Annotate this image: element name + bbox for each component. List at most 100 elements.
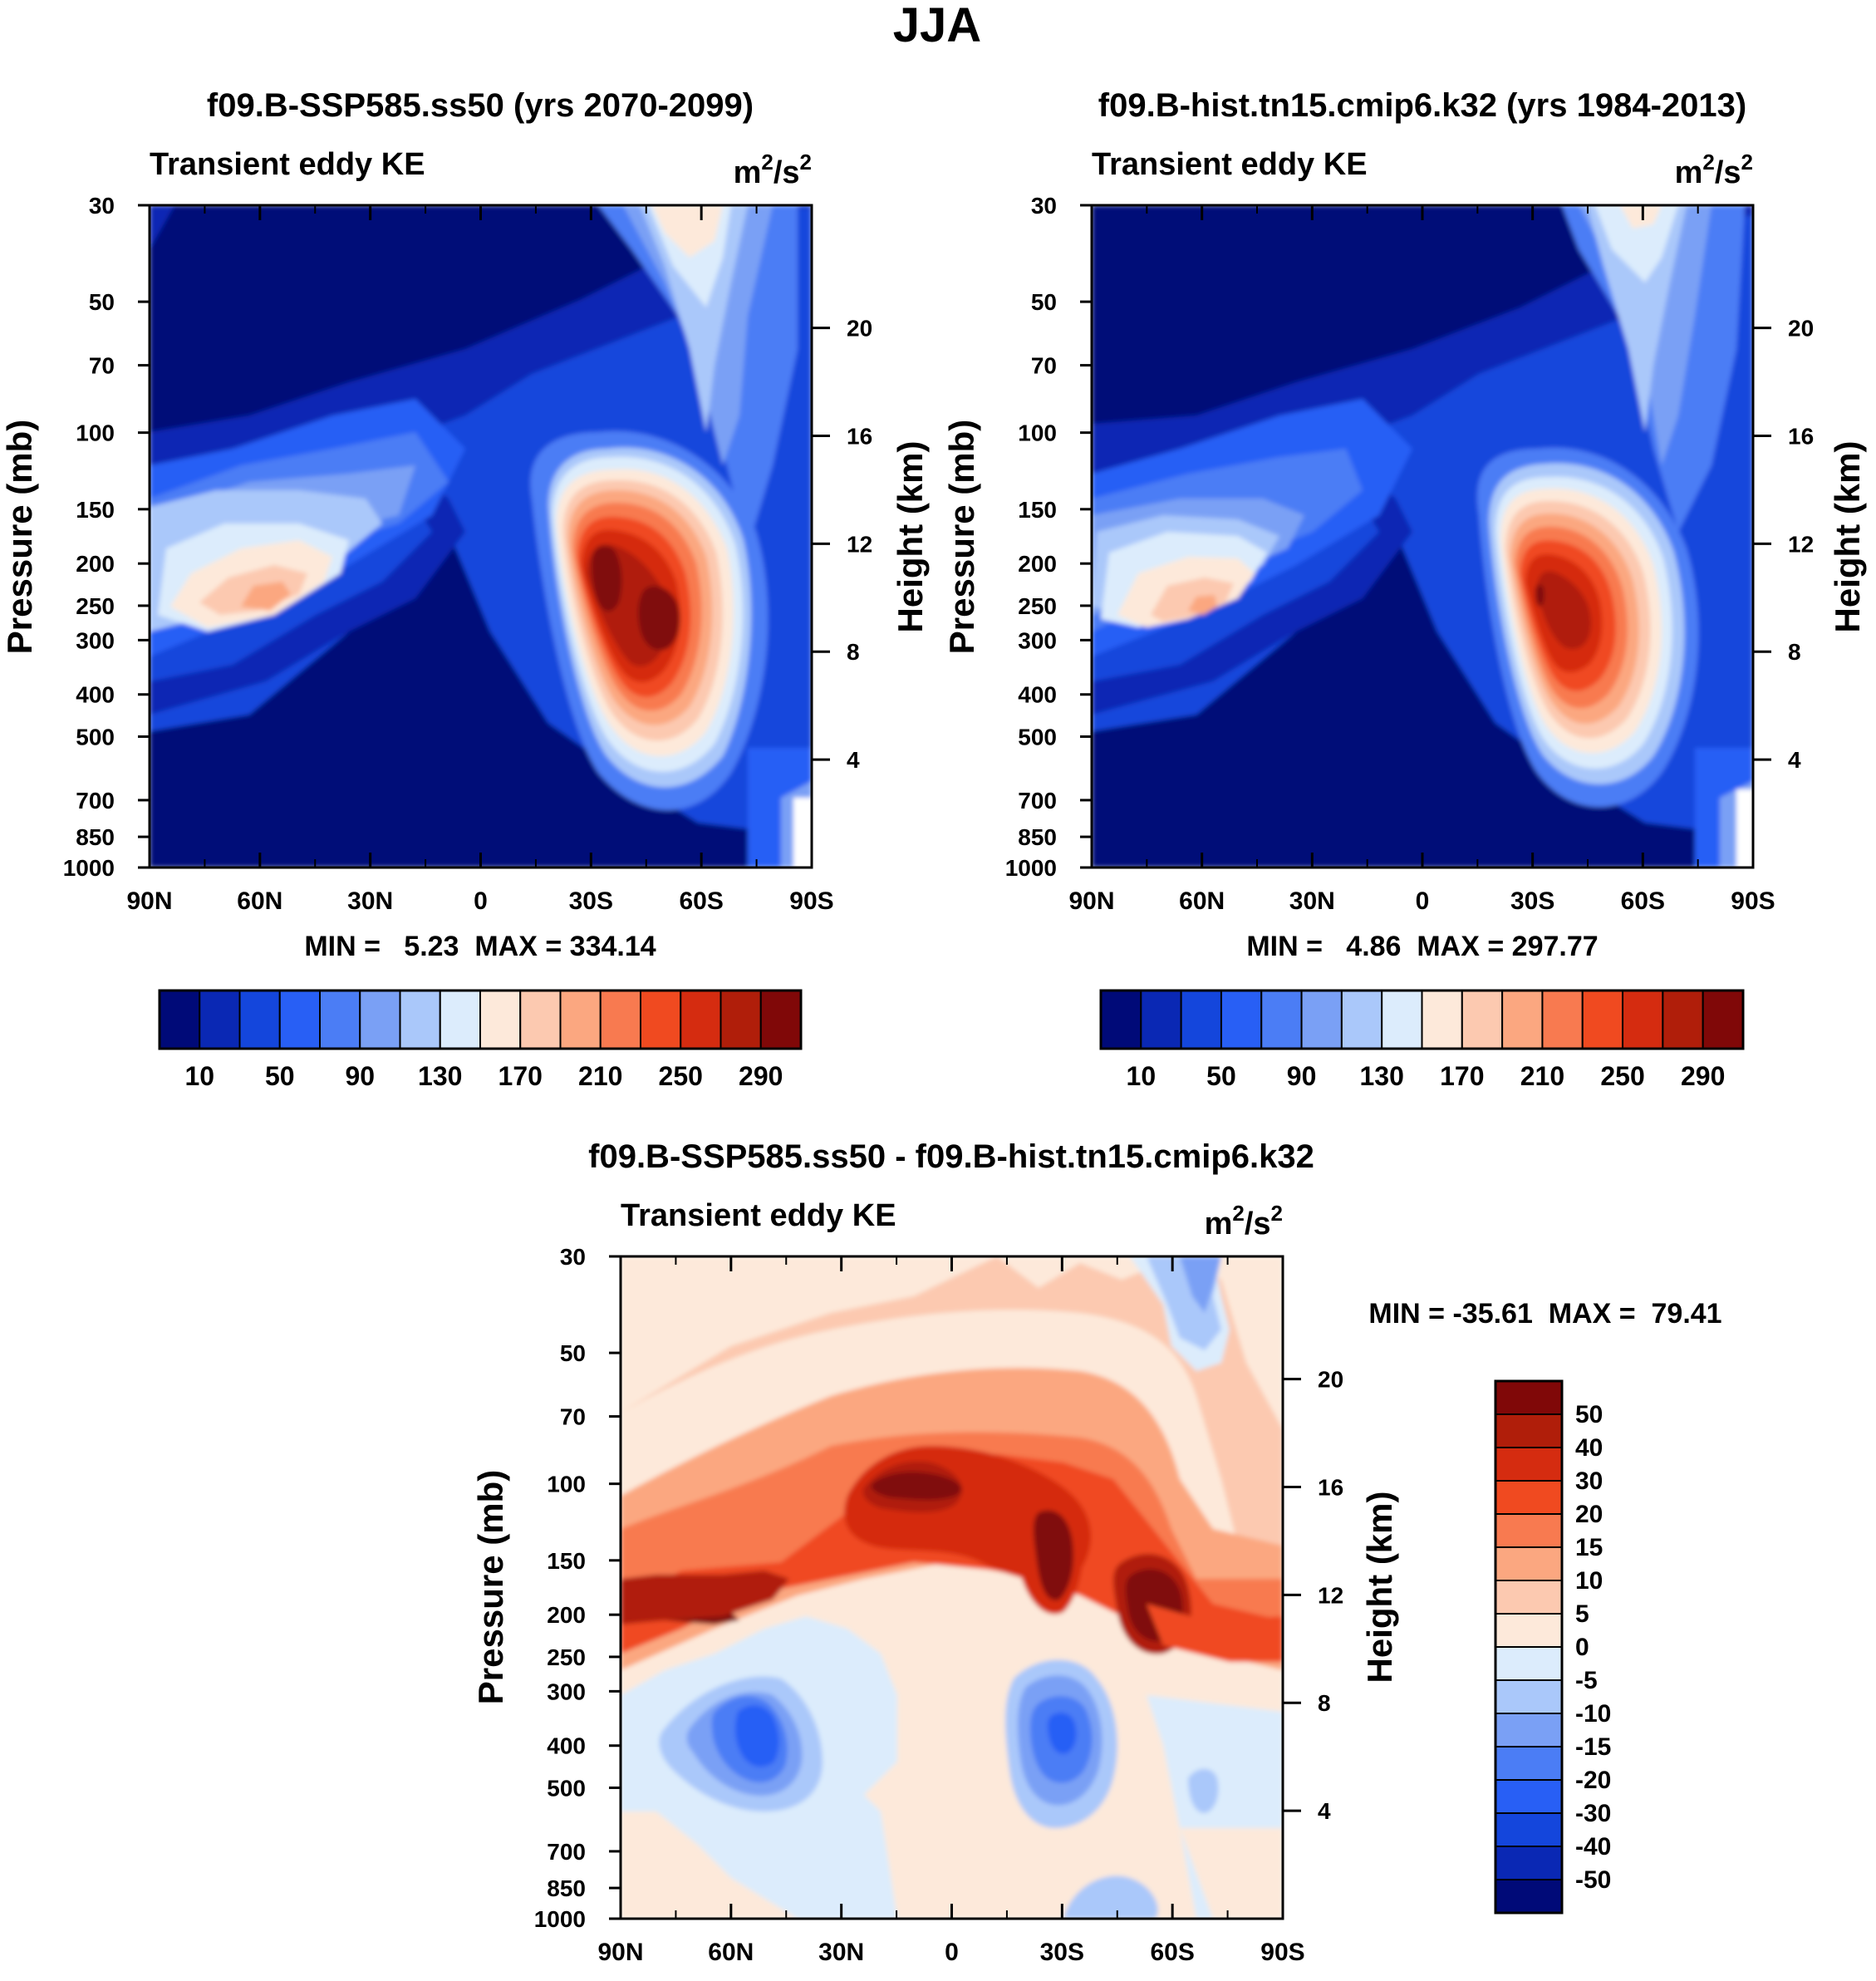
y-tick-label: 70 (560, 1404, 586, 1430)
x-tick-label: 0 (945, 1939, 959, 1966)
colorbar-label: 250 (659, 1061, 703, 1091)
y-right-tick-label: 8 (1318, 1690, 1331, 1716)
colorbar-box (1662, 990, 1704, 1049)
y-tick-label: 30 (560, 1244, 586, 1270)
y-tick-label: 30 (1031, 193, 1057, 219)
colorbar-box (319, 990, 361, 1049)
colorbar-label: 50 (265, 1061, 295, 1091)
colorbar-box (1581, 990, 1624, 1049)
x-tick-label: 0 (1416, 887, 1430, 915)
x-tick-label: 90S (1260, 1939, 1304, 1966)
y-tick-label: 850 (76, 824, 115, 850)
y-axis-title: Pressure (mb) (471, 1470, 510, 1704)
colorbar-box (439, 990, 481, 1049)
colorbar-label: -10 (1575, 1700, 1611, 1728)
colorbar-label: 10 (1127, 1061, 1157, 1091)
colorbar-frame (158, 989, 803, 1050)
y-right-tick-label: 8 (847, 639, 860, 665)
colorbar-label: 20 (1575, 1501, 1603, 1528)
colorbar-box (1495, 1380, 1563, 1415)
x-axis: 90N 60N 30N 0 30S 60S 90S (597, 1256, 1305, 1966)
y-axis-right: 20 16 12 8 4 (1283, 1367, 1343, 1824)
x-tick-label: 90N (597, 1939, 643, 1966)
colorbar-box (199, 990, 241, 1049)
y-tick-label: 70 (89, 353, 115, 379)
y-tick-label: 700 (1018, 788, 1057, 814)
colorbar-box (1495, 1779, 1563, 1814)
colorbar-label: -15 (1575, 1733, 1611, 1761)
colorbar: 10 50 90 130 170 210 250 290 (158, 989, 803, 1091)
left-string: Transient eddy KE (1092, 147, 1368, 182)
colorbar-box (399, 990, 441, 1049)
y-tick-label: 150 (547, 1548, 586, 1574)
colorbar-label: -40 (1575, 1833, 1611, 1861)
colorbar-label: 290 (739, 1061, 783, 1091)
y-tick-label: 50 (89, 289, 115, 315)
colorbar-label: 10 (184, 1061, 214, 1091)
y-axis-title: Pressure (mb) (0, 420, 39, 654)
units-label: m2/s2 (1205, 1201, 1283, 1241)
x-tick-label: 30N (818, 1939, 864, 1966)
min-max-label: MIN = 5.23 MAX = 334.14 (304, 931, 656, 962)
y-axis-right-title: Height (km) (1360, 1492, 1399, 1684)
colorbar-box (238, 990, 281, 1049)
colorbar-box (359, 990, 401, 1049)
colorbar-label: 50 (1206, 1061, 1236, 1091)
colorbar-box (1501, 990, 1544, 1049)
y-axis-left: 30 50 70 100 150 200 250 300 400 500 700 850 1000 (1005, 193, 1092, 881)
y-tick-label: 50 (1031, 289, 1057, 315)
y-axis-right: 20 16 12 8 4 (812, 316, 872, 773)
colorbar-label: 290 (1681, 1061, 1725, 1091)
colorbar-box (1702, 990, 1744, 1049)
colorbar-box (1541, 990, 1584, 1049)
y-axis-right: 20 16 12 8 4 (1753, 316, 1814, 773)
panel-title: f09.B-hist.tn15.cmip6.k32 (yrs 1984-2013… (1098, 87, 1746, 124)
y-tick-label: 300 (547, 1679, 586, 1704)
colorbar-box (559, 990, 602, 1049)
colorbar-box (640, 990, 682, 1049)
colorbar-box (599, 990, 641, 1049)
colorbar-box (159, 990, 201, 1049)
y-axis-right-title: Height (km) (891, 441, 930, 633)
colorbar-box (1495, 1513, 1563, 1548)
colorbar-box (1421, 990, 1463, 1049)
x-tick-label: 60N (1179, 887, 1225, 915)
y-tick-label: 100 (547, 1472, 586, 1497)
colorbar-box (519, 990, 562, 1049)
y-tick-label: 250 (76, 593, 115, 619)
colorbar-label: 50 (1575, 1401, 1603, 1428)
colorbar-box (1495, 1679, 1563, 1714)
colorbar-box (1300, 990, 1343, 1049)
panel-historical: f09.B-hist.tn15.cmip6.k32 (yrs 1984-2013… (942, 87, 1867, 1091)
y-tick-label: 500 (76, 724, 115, 750)
colorbar-box (680, 990, 722, 1049)
x-tick-label: 60N (708, 1939, 754, 1966)
y-tick-label: 50 (560, 1340, 586, 1366)
y-tick-label: 200 (547, 1602, 586, 1628)
min-max-label: MIN = 4.86 MAX = 297.77 (1246, 931, 1598, 962)
colorbar-label: 90 (345, 1061, 375, 1091)
colorbar-label: 15 (1575, 1534, 1603, 1561)
colorbar-box (1381, 990, 1423, 1049)
colorbar-box (1495, 1580, 1563, 1615)
colorbar-box (1495, 1546, 1563, 1581)
y-right-tick-label: 4 (1788, 747, 1801, 773)
y-right-tick-label: 16 (1318, 1474, 1343, 1500)
colorbar-label: -50 (1575, 1866, 1611, 1894)
contour-field (621, 1256, 1283, 1919)
colorbar-frame (1494, 1379, 1564, 1915)
colorbar-box (1340, 990, 1383, 1049)
y-right-tick-label: 20 (847, 316, 872, 342)
colorbar-label: 130 (1359, 1061, 1403, 1091)
y-axis-left: 30 50 70 100 150 200 250 300 400 500 700 850 1000 (534, 1244, 621, 1932)
y-right-tick-label: 12 (1788, 531, 1814, 557)
colorbar-box (1140, 990, 1182, 1049)
y-tick-label: 150 (76, 497, 115, 523)
contour-field (1092, 205, 1753, 868)
y-tick-label: 700 (547, 1839, 586, 1865)
x-axis: 90N 60N 30N 0 30S 60S 90S (126, 205, 834, 915)
x-tick-label: 30S (1040, 1939, 1084, 1966)
colorbar-label: 130 (418, 1061, 462, 1091)
colorbar-box (759, 990, 802, 1049)
colorbar-label: 30 (1575, 1467, 1603, 1495)
